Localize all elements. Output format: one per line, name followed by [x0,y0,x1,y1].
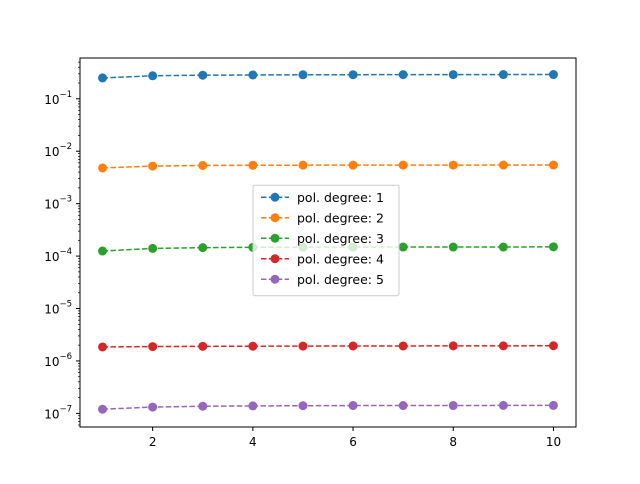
legend-marker [270,274,280,284]
series-line [102,73,554,79]
data-point [348,160,358,170]
data-point [248,70,258,80]
data-point [198,401,208,411]
data-point [98,246,108,256]
legend-label: pol. degree: 3 [297,231,384,246]
legend-box [252,184,400,297]
data-point [98,342,108,352]
data-point [348,341,358,351]
x-tick-label: 2 [149,435,157,449]
plot-frame [79,57,577,428]
data-point [198,243,208,253]
data-point [498,400,508,410]
data-point [198,160,208,170]
data-point [198,70,208,80]
data-point [248,401,258,411]
y-tick-label: 10−4 [44,247,72,264]
data-point [98,163,108,173]
data-point [248,341,258,351]
series-1 [98,70,558,83]
data-point [498,70,508,80]
legend-marker [270,192,280,202]
series-2 [98,160,558,173]
legend-entry: pol. degree: 2 [261,210,384,225]
series-line [102,404,554,410]
legend-label: pol. degree: 1 [297,190,384,205]
x-tick-label: 10 [546,435,561,449]
data-point [398,160,408,170]
data-point [148,243,158,253]
axes-layer: 2 4 6 8 10 10−7 10−6 10−5 10−4 10−3 10−2 10−1 [44,57,577,449]
data-point [348,70,358,80]
data-point [198,341,208,351]
legend-marker [270,254,280,264]
data-point [548,400,558,410]
data-point [298,160,308,170]
data-point [148,402,158,412]
data-point [148,342,158,352]
data-point [498,341,508,351]
data-point [248,160,258,170]
data-point [548,242,558,252]
data-point [448,401,458,411]
legend-entry: pol. degree: 3 [261,231,384,246]
series-layer [98,70,558,414]
legend-entry: pol. degree: 5 [261,272,384,287]
data-point [148,71,158,81]
series-4 [98,341,558,352]
data-point [448,242,458,252]
data-point [148,161,158,171]
data-point [298,401,308,411]
data-point [98,404,108,414]
data-point [98,73,108,83]
data-point [448,70,458,80]
data-point [448,160,458,170]
data-point [398,401,408,411]
data-point [498,160,508,170]
x-tick-label: 8 [449,435,457,449]
series-line [102,164,554,169]
y-tick-label: 10−3 [44,195,72,212]
legend-entry: pol. degree: 4 [261,251,384,266]
y-tick-label: 10−5 [44,300,72,317]
series-5 [98,400,558,414]
legend: pol. degree: 1 pol. degree: 2 pol. degree:… [252,184,400,297]
data-point [398,341,408,351]
x-tick-label: 4 [249,435,257,449]
y-tick-label: 10−2 [44,142,72,159]
data-point [498,242,508,252]
y-tick-label: 10−1 [44,90,72,107]
data-point [548,341,558,351]
data-point [298,341,308,351]
legend-entry: pol. degree: 1 [261,190,384,205]
data-point [398,242,408,252]
data-point [298,70,308,80]
data-point [398,70,408,80]
data-point [548,70,558,80]
legend-marker [270,213,280,223]
legend-label: pol. degree: 2 [297,210,384,225]
y-tick-label: 10−7 [44,404,72,421]
x-tick-label: 6 [349,435,357,449]
data-point [348,401,358,411]
legend-label: pol. degree: 5 [297,272,384,287]
data-point [548,160,558,170]
legend-marker [270,233,280,243]
y-tick-label: 10−6 [44,352,72,369]
legend-label: pol. degree: 4 [297,251,384,266]
data-point [448,341,458,351]
series-line [102,345,554,348]
